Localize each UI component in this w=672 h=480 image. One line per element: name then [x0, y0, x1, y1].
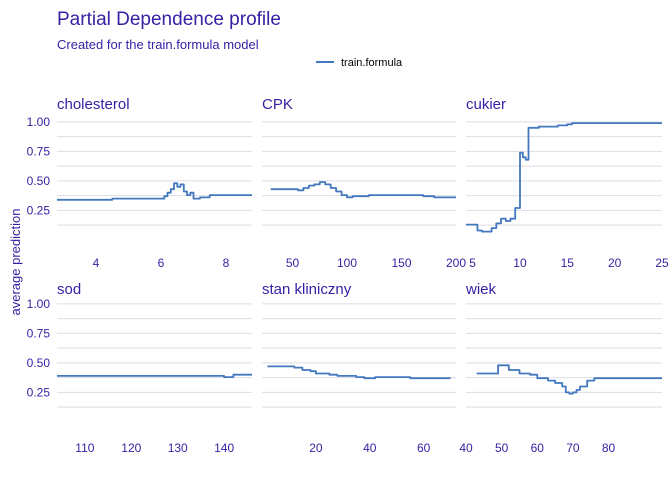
panel-title: CPK [262, 96, 293, 113]
legend: train.formula [316, 57, 403, 69]
x-tick-label: 110 [75, 441, 94, 455]
x-tick-label: 80 [602, 441, 616, 455]
x-tick-label: 200 [446, 256, 466, 270]
x-tick-label: 120 [121, 441, 141, 455]
x-tick-label: 100 [337, 256, 357, 270]
x-tick-label: 20 [608, 256, 622, 270]
chart-title: Partial Dependence profile [57, 9, 281, 30]
panel-title: cholesterol [57, 96, 130, 113]
series-line-train-formula [267, 365, 451, 380]
panel-2: CPK 50 100 150 200 [262, 96, 466, 270]
x-tick-label: 40 [363, 441, 377, 455]
panel-title: cukier [466, 96, 506, 113]
y-axis-label: average prediction [8, 209, 23, 316]
legend-label: train.formula [341, 57, 403, 69]
y-tick-label: 0.25 [27, 385, 51, 399]
panel-title: wiek [465, 281, 497, 298]
x-tick-label: 60 [417, 441, 431, 455]
x-tick-label: 140 [214, 441, 234, 455]
y-tick-label: 0.25 [27, 203, 51, 217]
y-tick-label: 1.00 [27, 297, 51, 311]
y-tick-label: 1.00 [27, 115, 51, 129]
y-tick-label: 0.50 [27, 356, 51, 370]
series-line-train-formula [270, 181, 456, 199]
panel-title: sod [57, 281, 81, 298]
x-tick-label: 50 [495, 441, 509, 455]
x-tick-label: 5 [469, 256, 476, 270]
x-tick-label: 6 [158, 256, 165, 270]
x-tick-label: 150 [391, 256, 411, 270]
y-tick-label: 0.75 [27, 144, 51, 158]
panel-5: stan kliniczny 20 40 60 [262, 281, 456, 455]
panel-3: cukier 5 10 15 20 25 [466, 96, 669, 270]
x-tick-label: 70 [566, 441, 580, 455]
x-tick-label: 15 [561, 256, 575, 270]
x-tick-label: 40 [459, 441, 473, 455]
series-line-train-formula [476, 364, 662, 395]
panel-6: wiek 40 50 60 70 80 [459, 281, 662, 455]
y-tick-label: 0.50 [27, 174, 51, 188]
series-line-train-formula [466, 122, 662, 233]
panel-title: stan kliniczny [262, 281, 352, 298]
series-line-train-formula [57, 182, 252, 201]
x-tick-label: 25 [655, 256, 669, 270]
x-tick-label: 50 [286, 256, 300, 270]
x-tick-label: 20 [309, 441, 323, 455]
chart-subtitle: Created for the train.formula model [57, 37, 259, 52]
panel-1: cholesterol 0.25 0.50 0.75 1.00 4 6 8 [27, 96, 252, 270]
x-tick-label: 4 [93, 256, 100, 270]
x-tick-label: 130 [168, 441, 188, 455]
x-tick-label: 8 [223, 256, 230, 270]
x-tick-label: 60 [531, 441, 545, 455]
panel-4: sod 0.25 0.50 0.75 1.00 110 120 130 140 [27, 281, 252, 455]
series-line-train-formula [57, 373, 252, 378]
y-tick-label: 0.75 [27, 326, 51, 340]
x-tick-label: 10 [513, 256, 527, 270]
